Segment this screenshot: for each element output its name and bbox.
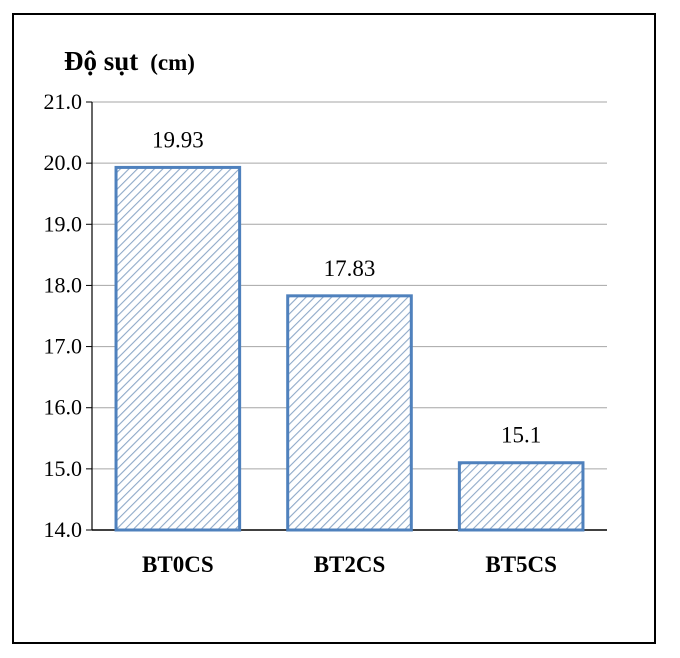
data-labels: 19.93 17.83 15.1 [152,127,541,447]
y-tick-label: 19.0 [44,211,83,236]
y-tick-label: 16.0 [44,395,83,420]
y-tick-label: 18.0 [44,272,83,297]
x-axis: BT0CS BT2CS BT5CS [142,552,557,577]
y-tick-label: 21.0 [44,89,83,114]
x-tick-label: BT5CS [485,552,557,577]
chart-title: Độ sụt (cm) [64,46,195,76]
x-tick-label: BT2CS [314,552,386,577]
bars [114,165,585,532]
data-label: 17.83 [324,256,376,281]
chart-title-main: Độ sụt [64,46,138,76]
chart-frame [12,13,656,644]
bar-bt2cs [286,294,413,532]
x-tick-label: BT0CS [142,552,214,577]
y-tick-label: 14.0 [44,517,83,542]
y-tick-label: 15.0 [44,456,83,481]
y-axis: 14.0 15.0 16.0 17.0 18.0 19.0 20.0 21.0 [44,89,93,542]
chart-title-unit: (cm) [150,50,195,75]
y-tick-label: 20.0 [44,150,83,175]
y-tick-label: 17.0 [44,334,83,359]
data-label: 15.1 [501,423,541,448]
bar-bt5cs [457,461,585,532]
data-label: 19.93 [152,127,204,152]
bar-bt0cs [114,165,242,532]
